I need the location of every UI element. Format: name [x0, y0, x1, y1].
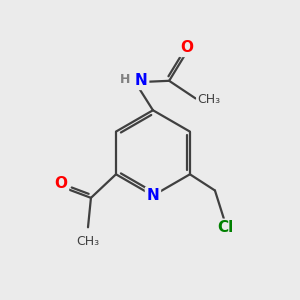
Text: N: N — [135, 73, 148, 88]
Text: CH₃: CH₃ — [197, 93, 220, 106]
Text: H: H — [120, 73, 130, 86]
Text: Cl: Cl — [217, 220, 233, 236]
Text: N: N — [147, 188, 159, 203]
Text: O: O — [180, 40, 193, 55]
Text: CH₃: CH₃ — [76, 235, 100, 248]
Text: O: O — [54, 176, 68, 191]
